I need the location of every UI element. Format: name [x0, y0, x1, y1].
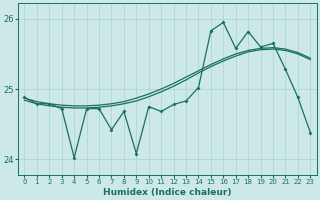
X-axis label: Humidex (Indice chaleur): Humidex (Indice chaleur): [103, 188, 232, 197]
